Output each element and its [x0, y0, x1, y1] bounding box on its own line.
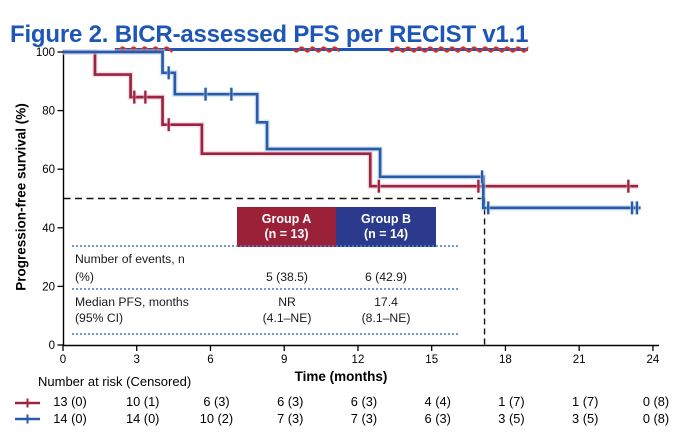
km-curve-halo [63, 49, 639, 189]
risk-count: 6 (3) [424, 410, 451, 426]
y-tick-label: 100 [36, 47, 55, 59]
risk-count: 7 (3) [350, 410, 378, 426]
x-tick-label: 6 [207, 354, 213, 366]
y-tick-label: 40 [42, 223, 55, 235]
title-term-pfs: PFS [293, 21, 340, 49]
title-text: per [339, 21, 390, 49]
table-separator [72, 245, 458, 247]
x-tick-label: 24 [647, 354, 660, 366]
x-tick-label: 12 [352, 354, 365, 366]
x-tick-label: 3 [134, 354, 140, 366]
x-tick-label: 21 [573, 354, 586, 366]
y-tick-label: 20 [42, 281, 55, 293]
risk-count: 14 (0) [126, 410, 160, 426]
km-curve [63, 50, 639, 188]
risk-count: 4 (4) [424, 394, 451, 409]
y-tick-label: 0 [49, 340, 55, 352]
table-separator [72, 333, 458, 335]
risk-count: 10 (2) [199, 410, 234, 426]
median-ci-group-a: (4.1–NE) [262, 311, 312, 325]
risk-count: 13 (0) [53, 394, 87, 409]
risk-count: 0 (8) [642, 394, 670, 409]
x-tick-label: 15 [425, 354, 438, 366]
risk-count: 6 (3) [277, 394, 304, 409]
figure-number: Figure 2. [10, 21, 115, 49]
group-b-n: (n = 14) [363, 227, 409, 241]
table-separator [72, 288, 458, 290]
title-term-recist: RECIST v1.1 [389, 21, 529, 49]
median-group-a: NR [278, 295, 296, 309]
title-text: -assessed [172, 21, 294, 49]
y-tick-label: 80 [42, 106, 55, 118]
y-tick-label: 60 [42, 164, 55, 176]
median-ci-group-b: (8.1–NE) [361, 311, 411, 325]
x-tick-label: 18 [499, 354, 512, 366]
x-tick-label: 9 [281, 354, 287, 366]
median-row-label: Median PFS, months [75, 295, 189, 309]
title-term-bicr: BICR [114, 21, 173, 49]
group-a-name: Group A [261, 212, 312, 226]
group-a-n: (n = 13) [264, 227, 309, 241]
risk-count: 7 (3) [277, 410, 304, 426]
risk-count: 6 (3) [203, 394, 230, 409]
events-row-label-2: (%) [75, 270, 94, 284]
risk-count: 6 (3) [350, 394, 378, 409]
risk-count: 0 (8) [642, 410, 670, 426]
group-b-name: Group B [361, 212, 411, 226]
risk-count: 10 (1) [126, 394, 160, 409]
group-b-header: Group B (n = 14) [336, 207, 436, 247]
risk-count: 1 (7) [572, 394, 599, 409]
figure-title: Figure 2. BICR-assessed PFS per RECIST v… [10, 20, 529, 52]
x-axis-title: Time (months) [294, 369, 388, 384]
km-curve [63, 50, 641, 210]
median-group-b: 17.4 [374, 295, 398, 309]
y-axis-title: Progression-free survival (%) [13, 103, 29, 291]
risk-count: 14 (0) [53, 410, 87, 426]
events-group-b: 6 (42.9) [364, 270, 408, 284]
x-tick-label: 0 [60, 354, 66, 366]
risk-count: 3 (5) [572, 410, 599, 426]
number-at-risk-caption: Number at risk (Censored) [38, 374, 192, 389]
events-group-a: 5 (38.5) [265, 270, 309, 284]
median-row-label-2: (95% CI) [75, 311, 124, 325]
risk-count: 1 (7) [498, 394, 525, 409]
risk-count: 3 (5) [498, 410, 525, 426]
events-row-label: Number of events, n [75, 252, 185, 266]
group-a-header: Group A (n = 13) [237, 207, 336, 247]
